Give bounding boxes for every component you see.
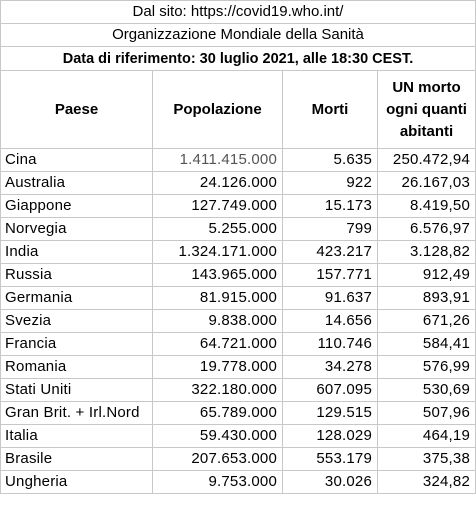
organization-banner[interactable]: Organizzazione Mondiale della Sanità <box>0 23 476 47</box>
cell-population[interactable]: 9.753.000 <box>152 470 283 494</box>
cell-deaths[interactable]: 110.746 <box>282 332 378 356</box>
cell-population[interactable]: 1.411.415.000 <box>152 148 283 172</box>
cell-country[interactable]: India <box>0 240 153 264</box>
cell-country[interactable]: Stati Uniti <box>0 378 153 402</box>
table-row: Germania 81.915.000 91.637 893,91 <box>0 286 476 310</box>
cell-country[interactable]: Norvegia <box>0 217 153 241</box>
cell-population[interactable]: 143.965.000 <box>152 263 283 287</box>
cell-deaths[interactable]: 5.635 <box>282 148 378 172</box>
bottom-edge <box>0 502 476 506</box>
table-row: Giappone 127.749.000 15.173 8.419,50 <box>0 194 476 218</box>
cell-country[interactable]: Ungheria <box>0 470 153 494</box>
column-header-country[interactable]: Paese <box>0 70 153 149</box>
cell-population[interactable]: 207.653.000 <box>152 447 283 471</box>
cell-ratio[interactable]: 584,41 <box>377 332 476 356</box>
table-row: Italia 59.430.000 128.029 464,19 <box>0 424 476 448</box>
cell-country[interactable]: Francia <box>0 332 153 356</box>
table-row: Russia 143.965.000 157.771 912,49 <box>0 263 476 287</box>
cell-population[interactable]: 64.721.000 <box>152 332 283 356</box>
column-header-deaths[interactable]: Morti <box>282 70 378 149</box>
cell-deaths[interactable]: 14.656 <box>282 309 378 333</box>
cell-country[interactable]: Giappone <box>0 194 153 218</box>
table-row: Romania 19.778.000 34.278 576,99 <box>0 355 476 379</box>
cell-population[interactable]: 1.324.171.000 <box>152 240 283 264</box>
cell-population[interactable]: 127.749.000 <box>152 194 283 218</box>
cell-ratio[interactable]: 375,38 <box>377 447 476 471</box>
table-row: Gran Brit. + Irl.Nord 65.789.000 129.515 50… <box>0 401 476 425</box>
cell-ratio[interactable]: 507,96 <box>377 401 476 425</box>
table-row: Svezia 9.838.000 14.656 671,26 <box>0 309 476 333</box>
cell-deaths[interactable]: 423.217 <box>282 240 378 264</box>
cell-population[interactable]: 5.255.000 <box>152 217 283 241</box>
table-row: Ungheria 9.753.000 30.026 324,82 <box>0 470 476 494</box>
cell-country[interactable]: Russia <box>0 263 153 287</box>
cell-population[interactable]: 9.838.000 <box>152 309 283 333</box>
cell-country[interactable]: Svezia <box>0 309 153 333</box>
cell-country[interactable]: Gran Brit. + Irl.Nord <box>0 401 153 425</box>
ratio-header-line-3: abitanti <box>399 122 454 140</box>
cell-deaths[interactable]: 157.771 <box>282 263 378 287</box>
cell-deaths[interactable]: 129.515 <box>282 401 378 425</box>
table-row: Cina 1.411.415.000 5.635 250.472,94 <box>0 148 476 172</box>
cell-population[interactable]: 65.789.000 <box>152 401 283 425</box>
ratio-header-line-1: UN morto <box>392 78 461 96</box>
reference-date-banner[interactable]: Data di riferimento: 30 luglio 2021, all… <box>0 46 476 71</box>
cell-ratio[interactable]: 324,82 <box>377 470 476 494</box>
table-row: Francia 64.721.000 110.746 584,41 <box>0 332 476 356</box>
cell-deaths[interactable]: 128.029 <box>282 424 378 448</box>
cell-country[interactable]: Brasile <box>0 447 153 471</box>
cell-ratio[interactable]: 530,69 <box>377 378 476 402</box>
cell-ratio[interactable]: 250.472,94 <box>377 148 476 172</box>
cell-country[interactable]: Cina <box>0 148 153 172</box>
cell-deaths[interactable]: 607.095 <box>282 378 378 402</box>
cell-country[interactable]: Germania <box>0 286 153 310</box>
cell-ratio[interactable]: 3.128,82 <box>377 240 476 264</box>
cell-ratio[interactable]: 912,49 <box>377 263 476 287</box>
cell-population[interactable]: 322.180.000 <box>152 378 283 402</box>
table-row: Australia 24.126.000 922 26.167,03 <box>0 171 476 195</box>
cell-country[interactable]: Italia <box>0 424 153 448</box>
ratio-header-line-2: ogni quanti <box>386 100 467 118</box>
cell-deaths[interactable]: 922 <box>282 171 378 195</box>
cell-ratio[interactable]: 671,26 <box>377 309 476 333</box>
cell-ratio[interactable]: 6.576,97 <box>377 217 476 241</box>
cell-ratio[interactable]: 893,91 <box>377 286 476 310</box>
cell-deaths[interactable]: 799 <box>282 217 378 241</box>
cell-deaths[interactable]: 34.278 <box>282 355 378 379</box>
column-header-ratio[interactable]: UN morto ogni quanti abitanti <box>377 70 476 149</box>
table-row: Brasile 207.653.000 553.179 375,38 <box>0 447 476 471</box>
cell-ratio[interactable]: 8.419,50 <box>377 194 476 218</box>
cell-deaths[interactable]: 553.179 <box>282 447 378 471</box>
cell-population[interactable]: 59.430.000 <box>152 424 283 448</box>
cell-country[interactable]: Romania <box>0 355 153 379</box>
source-banner[interactable]: Dal sito: https://covid19.who.int/ <box>0 0 476 24</box>
cell-ratio[interactable]: 576,99 <box>377 355 476 379</box>
table-row: India 1.324.171.000 423.217 3.128,82 <box>0 240 476 264</box>
table-row: Norvegia 5.255.000 799 6.576,97 <box>0 217 476 241</box>
cell-ratio[interactable]: 26.167,03 <box>377 171 476 195</box>
cell-population[interactable]: 19.778.000 <box>152 355 283 379</box>
cell-deaths[interactable]: 15.173 <box>282 194 378 218</box>
column-header-population[interactable]: Popolazione <box>152 70 283 149</box>
cell-deaths[interactable]: 91.637 <box>282 286 378 310</box>
cell-population[interactable]: 24.126.000 <box>152 171 283 195</box>
cell-ratio[interactable]: 464,19 <box>377 424 476 448</box>
table-row: Stati Uniti 322.180.000 607.095 530,69 <box>0 378 476 402</box>
cell-deaths[interactable]: 30.026 <box>282 470 378 494</box>
covid-deaths-table: Dal sito: https://covid19.who.int/ Organ… <box>0 0 476 494</box>
cell-population[interactable]: 81.915.000 <box>152 286 283 310</box>
header-row: Paese Popolazione Morti UN morto ogni qu… <box>0 70 476 149</box>
cell-country[interactable]: Australia <box>0 171 153 195</box>
